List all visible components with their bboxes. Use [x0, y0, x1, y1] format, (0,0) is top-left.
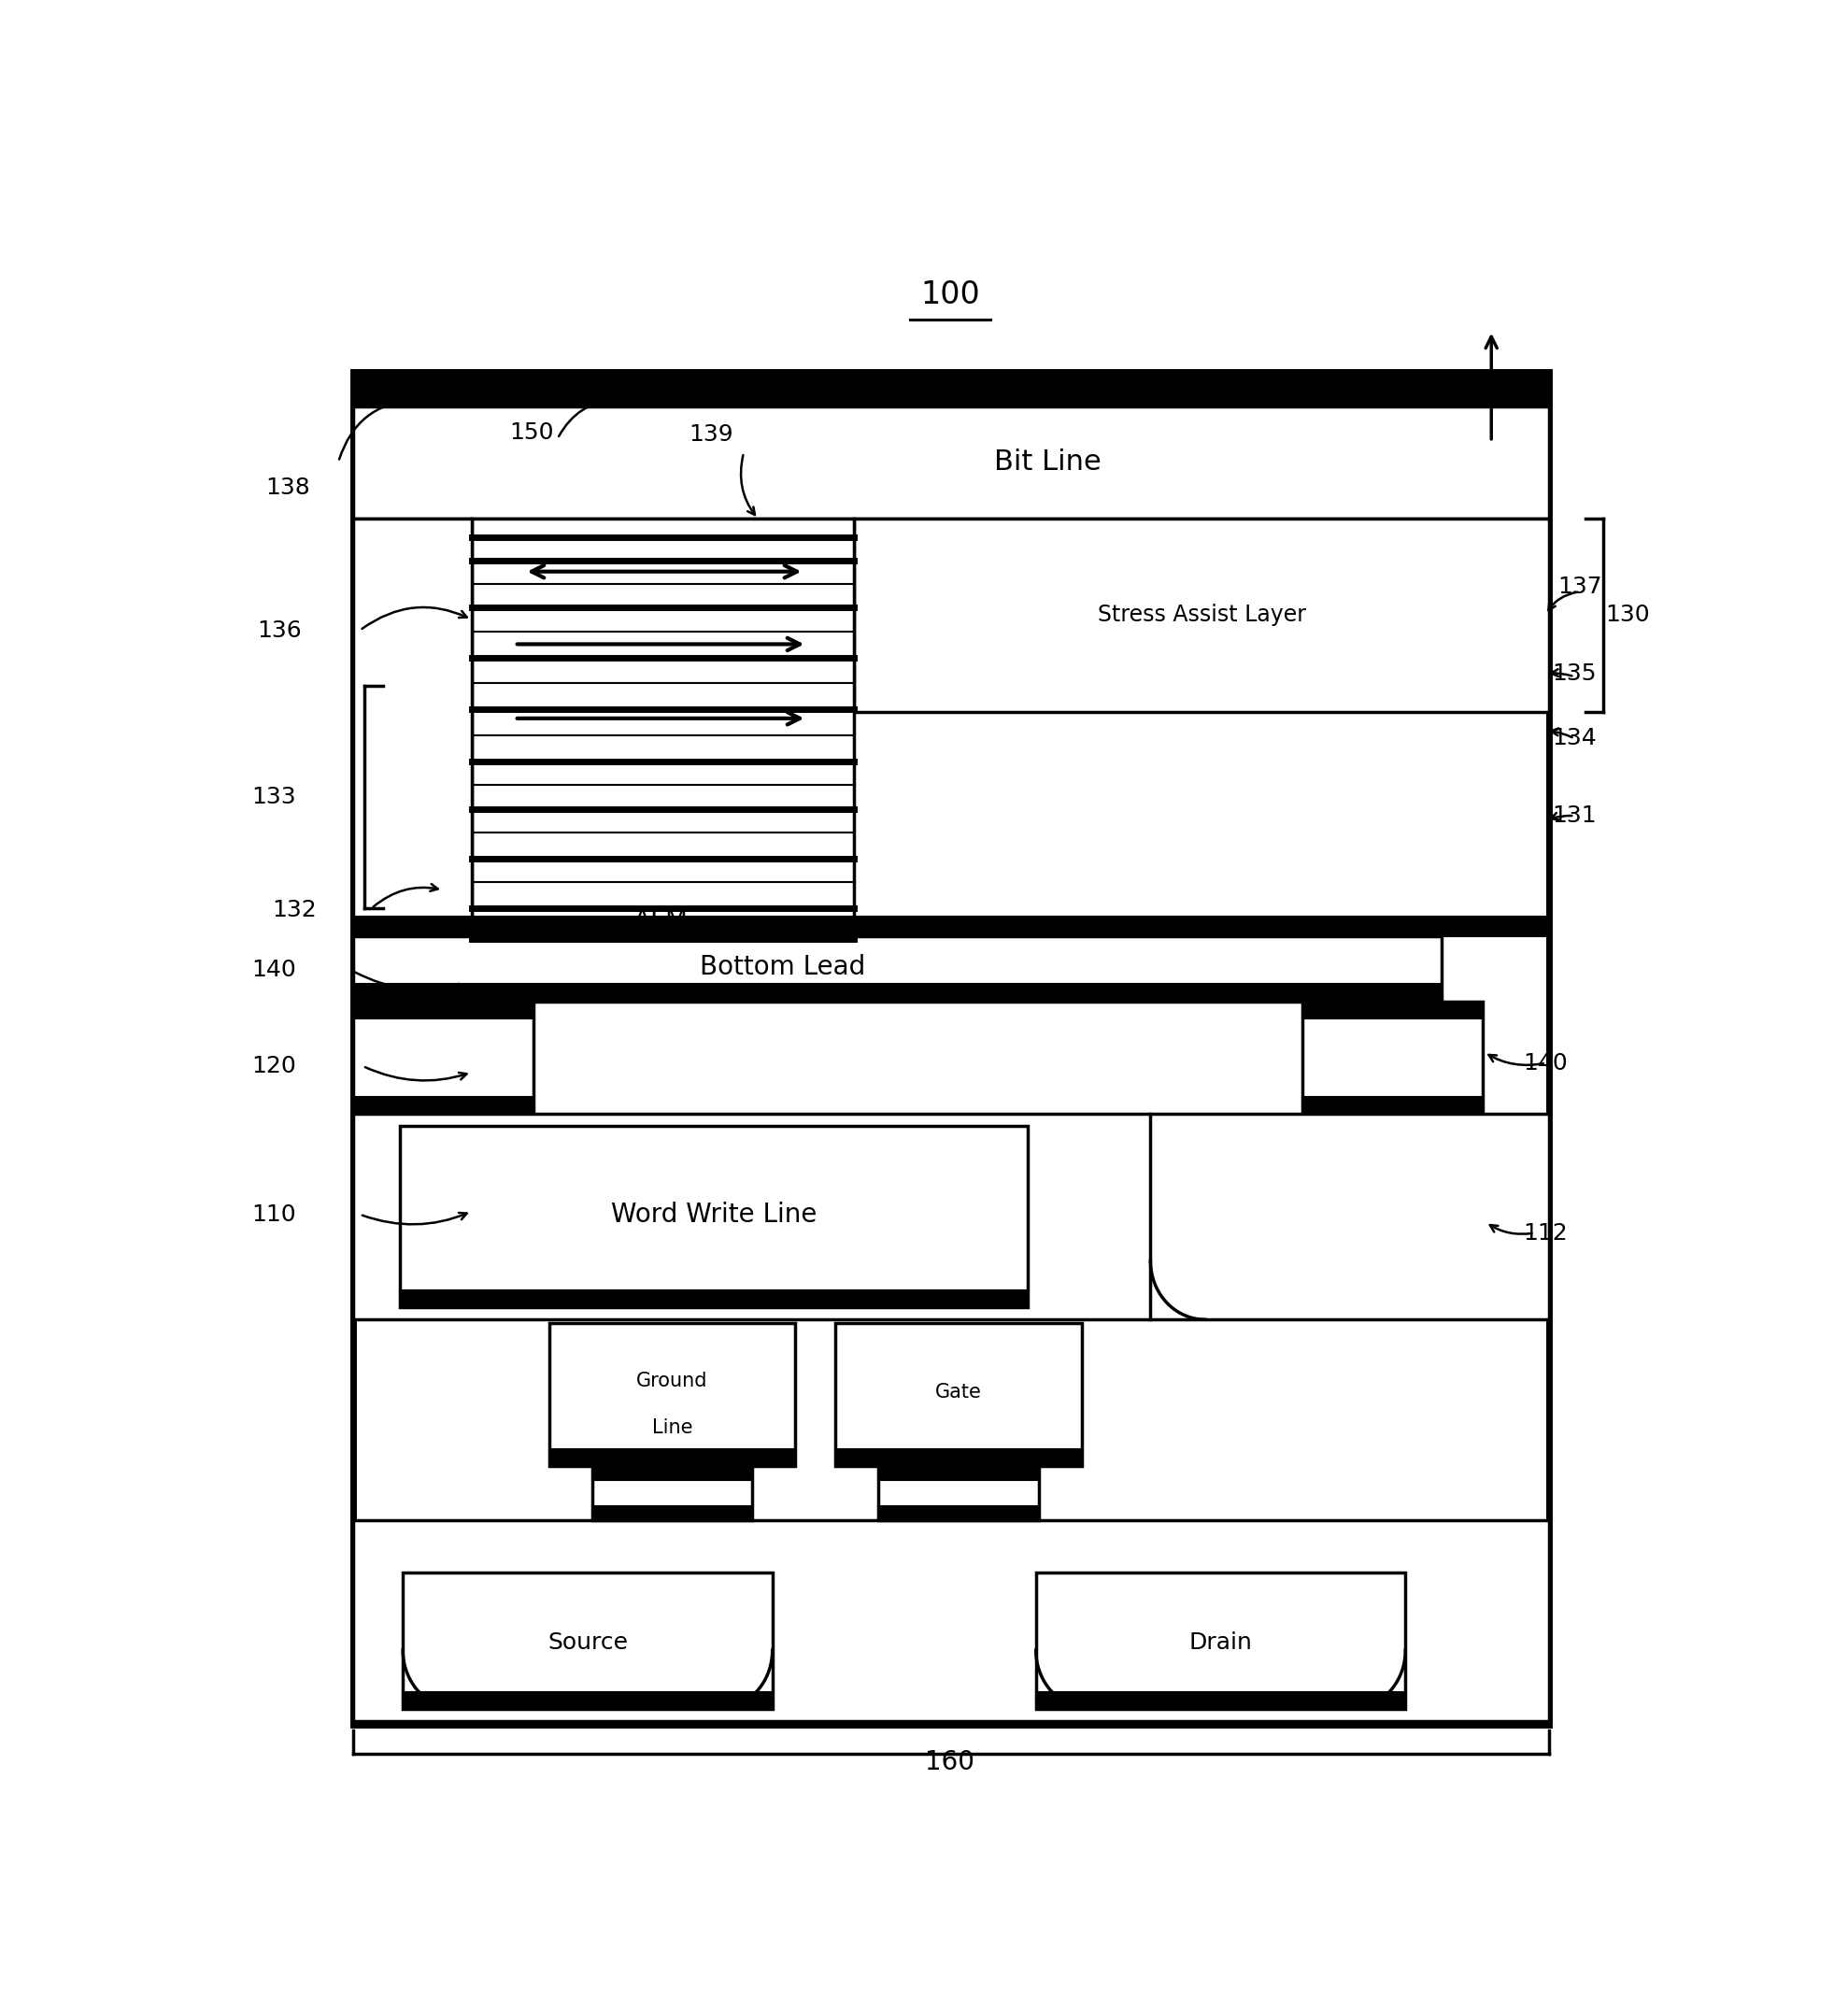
Text: Bit Line: Bit Line — [994, 448, 1101, 476]
Bar — [353, 983, 1441, 1001]
Bar — [353, 1098, 534, 1114]
Bar — [1037, 1692, 1406, 1710]
Bar — [591, 1507, 752, 1521]
Bar — [835, 1449, 1081, 1467]
Bar — [878, 1467, 1039, 1481]
Bar — [353, 915, 1549, 935]
Text: 132: 132 — [272, 899, 316, 921]
Text: 120: 120 — [251, 1056, 296, 1078]
Bar — [591, 1467, 752, 1521]
Text: Gate: Gate — [935, 1383, 981, 1401]
Text: 138: 138 — [266, 478, 310, 500]
Text: Drain: Drain — [1188, 1632, 1253, 1654]
Bar — [1303, 1001, 1482, 1114]
Text: 140: 140 — [251, 959, 296, 981]
Bar — [353, 1521, 1549, 1722]
Text: 137: 137 — [1558, 576, 1602, 598]
Text: 140: 140 — [1523, 1052, 1569, 1074]
Bar — [353, 1114, 1549, 1319]
Text: 139: 139 — [689, 423, 734, 446]
Bar — [1037, 1573, 1406, 1710]
Text: 100: 100 — [920, 279, 979, 311]
Bar — [403, 1692, 772, 1710]
Text: 131: 131 — [1552, 805, 1597, 827]
Bar — [471, 520, 854, 939]
Text: z-direction: z-direction — [1388, 375, 1504, 397]
Bar — [353, 405, 1549, 520]
Bar — [549, 1449, 795, 1467]
Bar — [878, 1467, 1039, 1521]
Text: 135: 135 — [1552, 662, 1597, 684]
Bar — [854, 520, 1549, 712]
Bar — [399, 1291, 1027, 1307]
Text: 134: 134 — [1552, 727, 1597, 751]
Bar — [353, 1001, 534, 1018]
Text: Line: Line — [652, 1419, 693, 1437]
Bar — [403, 1573, 772, 1710]
Text: Bottom Lead: Bottom Lead — [700, 953, 865, 979]
Bar — [353, 1001, 534, 1114]
Bar — [1303, 1098, 1482, 1114]
Text: 112: 112 — [1523, 1222, 1569, 1244]
Text: Ground: Ground — [636, 1373, 708, 1391]
Bar — [353, 520, 471, 939]
Bar — [835, 1323, 1081, 1467]
Text: 130: 130 — [1606, 604, 1650, 626]
Text: 150: 150 — [510, 421, 554, 444]
Text: 160: 160 — [926, 1750, 974, 1776]
Bar — [353, 935, 1441, 1001]
Text: 110: 110 — [251, 1204, 296, 1226]
Text: Word Write Line: Word Write Line — [610, 1202, 817, 1228]
Bar — [1303, 1001, 1482, 1018]
Bar — [399, 1126, 1027, 1307]
Text: Stress Assist Layer: Stress Assist Layer — [1098, 604, 1307, 626]
Bar — [549, 1323, 795, 1467]
Text: 136: 136 — [257, 618, 301, 642]
Bar — [353, 371, 1549, 405]
Bar — [878, 1507, 1039, 1521]
Text: Source: Source — [547, 1632, 628, 1654]
Text: AFM: AFM — [634, 907, 687, 933]
Bar — [353, 371, 1549, 1724]
Bar — [591, 1467, 752, 1481]
Text: 133: 133 — [251, 787, 296, 809]
